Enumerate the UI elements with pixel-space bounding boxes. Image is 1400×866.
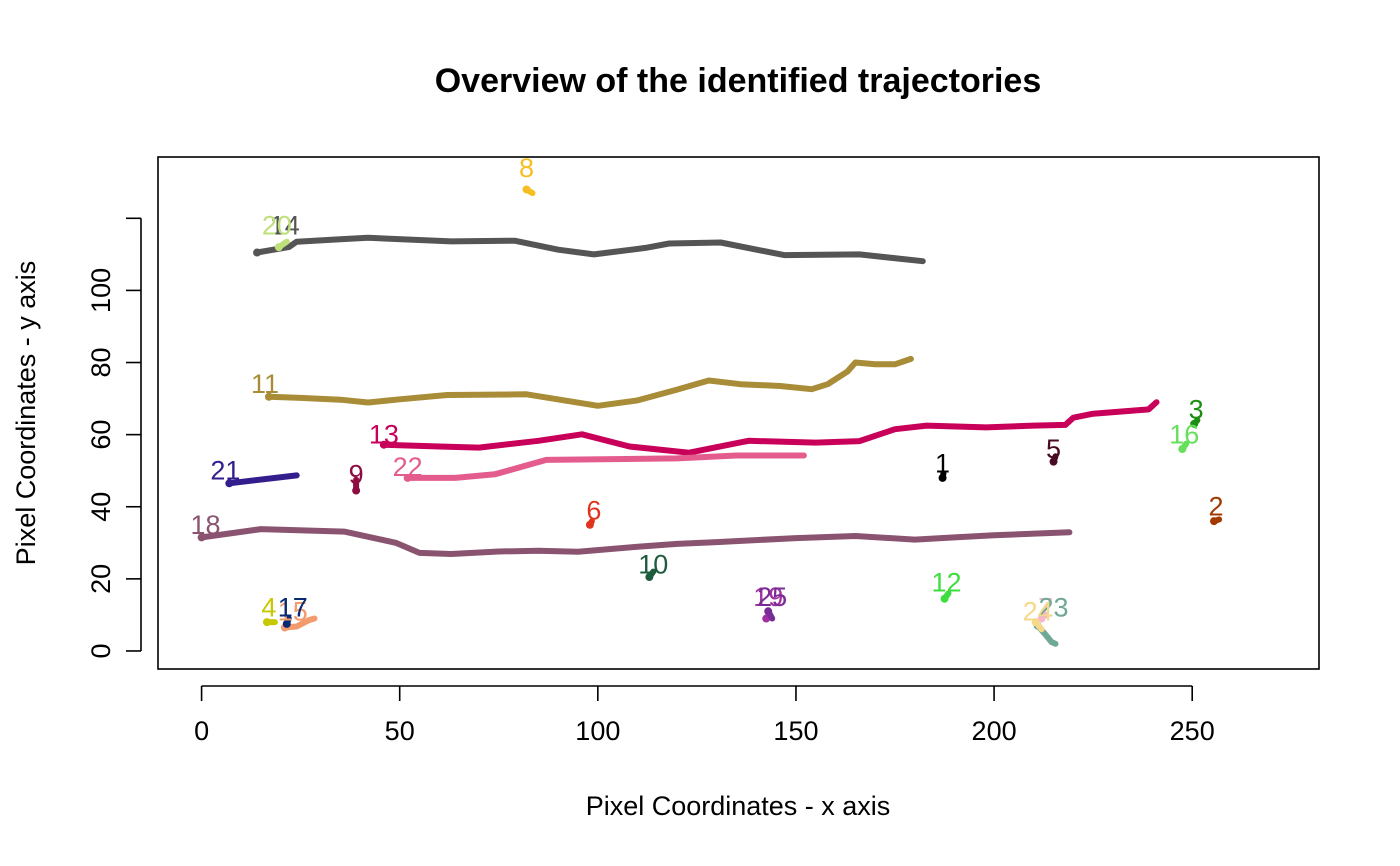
trajectory-label-8: 8: [519, 153, 534, 183]
x-axis: 0 50 100 150 200 250: [194, 685, 1215, 746]
trajectory-label-16: 16: [1169, 420, 1199, 450]
trajectory-label-14: 14: [270, 211, 300, 241]
trajectory-13: [380, 399, 1160, 456]
x-tick-label: 150: [773, 716, 818, 746]
trajectory-label-7: 7: [1038, 593, 1053, 623]
y-tick-label: 40: [86, 492, 116, 522]
trajectory-22: [404, 452, 807, 481]
plot-frame: [157, 156, 1320, 670]
trajectory-10-start-point: [645, 573, 654, 582]
trajectory-label-23: 23: [1038, 593, 1068, 623]
trajectory-12-start-point: [940, 594, 949, 603]
x-axis-label: Pixel Coordinates - x axis: [586, 791, 891, 821]
trajectory-label-5: 5: [1046, 434, 1061, 464]
trajectory-25-start-point: [764, 607, 773, 616]
trajectory-2-start-point: [1209, 517, 1218, 526]
trajectory-18-start-point: [197, 533, 206, 542]
y-tick-label: 80: [86, 347, 116, 377]
trajectory-label-9: 9: [349, 459, 364, 489]
trajectory-18: [198, 526, 1073, 557]
trajectory-20-start-point: [274, 243, 283, 252]
trajectory-8-start-point: [522, 185, 531, 194]
trajectory-label-17: 17: [278, 593, 308, 623]
trajectory-21: [226, 472, 300, 487]
trajectory-11: [265, 355, 914, 409]
trajectory-label-21: 21: [210, 456, 240, 486]
x-tick-label: 100: [575, 716, 620, 746]
trajectory-1-start-point: [938, 473, 947, 482]
trajectory-label-25: 25: [757, 582, 787, 612]
trajectory-label-13: 13: [369, 420, 399, 450]
trajectory-21-start-point: [225, 479, 234, 488]
trajectory-label-6: 6: [586, 495, 601, 525]
trajectory-13-start-point: [379, 440, 388, 449]
chart-title: Overview of the identified trajectories: [435, 62, 1042, 100]
trajectory-label-20: 20: [262, 211, 292, 241]
trajectory-layer: [197, 185, 1223, 647]
trajectory-label-24: 24: [1023, 596, 1053, 626]
trajectory-14: [254, 234, 926, 265]
x-tick-label: 250: [1170, 716, 1215, 746]
trajectory-label-3: 3: [1189, 394, 1204, 424]
y-tick-label: 0: [86, 643, 116, 658]
trajectory-label-2: 2: [1208, 492, 1223, 522]
trajectory-11-start-point: [264, 392, 273, 401]
y-tick-label: 20: [86, 564, 116, 594]
trajectory-6-start-point: [585, 520, 594, 529]
trajectory-label-12: 12: [932, 567, 962, 597]
y-tick-label: 100: [86, 268, 116, 313]
y-axis: 0 20 40 60 80 100: [86, 217, 142, 658]
trajectory-label-4: 4: [261, 593, 276, 623]
trajectory-label-10: 10: [638, 549, 668, 579]
trajectory-7-start-point: [1037, 614, 1046, 623]
x-tick-label: 50: [385, 716, 415, 746]
trajectory-label-22: 22: [393, 452, 423, 482]
trajectory-label-11: 11: [251, 369, 279, 399]
y-tick-label: 60: [86, 420, 116, 450]
trajectory-9-start-point: [352, 486, 361, 495]
trajectory-22-start-point: [403, 473, 412, 482]
trajectory-24-start-point: [1031, 618, 1040, 627]
x-tick-label: 200: [972, 716, 1017, 746]
trajectory-4-start-point: [262, 618, 271, 627]
trajectory-3-start-point: [1190, 419, 1199, 428]
y-axis-label: Pixel Coordinates - y axis: [11, 261, 41, 566]
trajectory-label-15: 15: [278, 596, 308, 626]
trajectory-15: [281, 615, 318, 631]
trajectory-5-start-point: [1049, 457, 1058, 466]
trajectory-label-19: 19: [753, 582, 783, 612]
trajectory-label-18: 18: [191, 510, 221, 540]
trajectory-16-start-point: [1178, 445, 1187, 454]
trajectory-14-start-point: [253, 248, 262, 257]
trajectory-17-start-point: [282, 619, 291, 628]
trajectory-label-1: 1: [935, 448, 950, 478]
x-tick-label: 0: [194, 716, 209, 746]
